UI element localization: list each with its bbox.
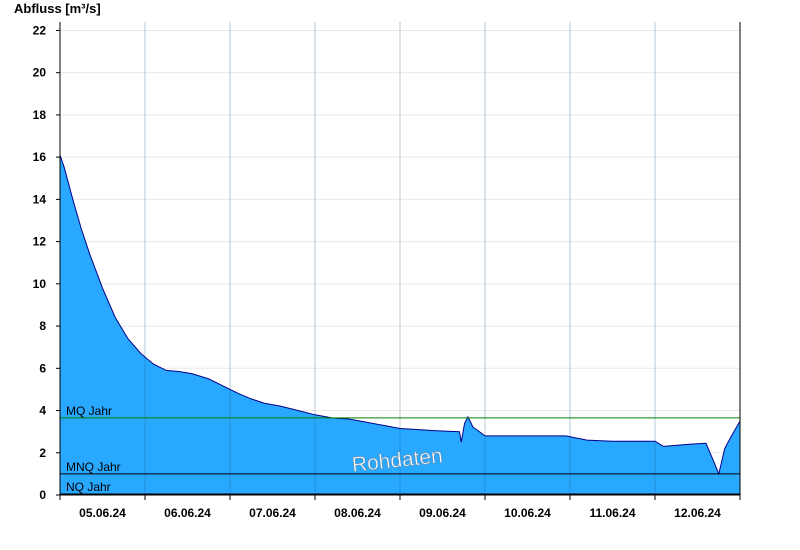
x-tick-labels: 05.06.24 06.06.24 07.06.24 08.06.24 09.06.24… [59, 495, 741, 520]
discharge-line [59, 154, 741, 476]
x-tick-label-3: 08.06.24 [334, 506, 381, 520]
y-tick-label-12: 12 [33, 235, 47, 249]
y-tick-label-14: 14 [33, 192, 47, 206]
y-tick-label-10: 10 [33, 277, 47, 291]
ref-label-1: MNQ Jahr [66, 460, 121, 474]
y-tick-label-2: 2 [39, 446, 46, 460]
y-tick-label-8: 8 [39, 319, 46, 333]
x-tick-label-4: 09.06.24 [419, 506, 466, 520]
x-tick-label-6: 11.06.24 [589, 506, 635, 520]
x-tick-label-7: 12.06.24 [674, 506, 721, 520]
y-tick-label-18: 18 [33, 108, 47, 122]
x-tick-label-2: 07.06.24 [249, 506, 296, 520]
y-tick-label-20: 20 [33, 66, 47, 80]
y-tick-label-16: 16 [33, 150, 47, 164]
day-separator-lines [144, 22, 656, 495]
x-tick-label-0: 05.06.24 [79, 506, 126, 520]
y-tick-labels: 0 2 4 6 8 10 12 14 16 18 20 22 [33, 23, 60, 502]
y-axis-label: Abfluss [m³/s] [14, 1, 101, 16]
ref-label-0: MQ Jahr [66, 404, 112, 418]
y-tick-label-22: 22 [33, 23, 47, 37]
ref-label-2: NQ Jahr [66, 480, 111, 494]
reference-lines: MQ Jahr MNQ Jahr NQ Jahr [60, 404, 740, 495]
x-tick-label-5: 10.06.24 [504, 506, 551, 520]
x-tick-label-1: 06.06.24 [164, 506, 211, 520]
y-tick-label-4: 4 [39, 404, 46, 418]
y-tick-label-6: 6 [39, 361, 46, 375]
y-tick-label-0: 0 [39, 488, 46, 502]
